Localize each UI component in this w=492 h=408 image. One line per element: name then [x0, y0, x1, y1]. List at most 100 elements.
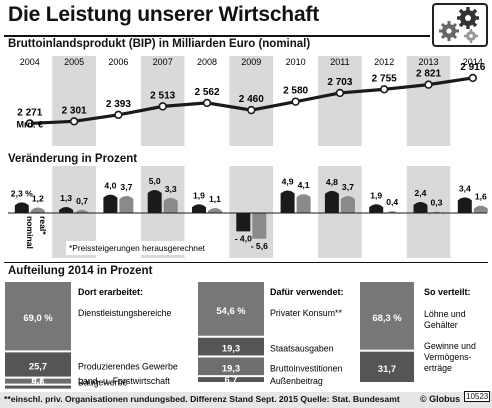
year-band [229, 166, 274, 258]
bar-value-label: 4,1 [298, 180, 310, 190]
split-section-title: Aufteilung 2014 in Prozent [8, 265, 153, 277]
gdp-point [468, 73, 477, 83]
gdp-point [202, 98, 212, 108]
gdp-value-label: 2 580 [283, 86, 308, 97]
page-title: Die Leistung unserer Wirtschaft [8, 3, 320, 26]
header [0, 0, 492, 34]
gdp-line-chart: 2004 2005 2006 2007 2008 2009 2010 2011 2012 2013… [17, 56, 486, 146]
bar-value-label: 1,6 [475, 192, 487, 202]
bar-value-label: 4,8 [326, 177, 338, 187]
split-item-label: Löhne und [424, 309, 466, 319]
year-label: 2009 [241, 57, 261, 67]
year-label: 2004 [20, 57, 40, 67]
nominal-bar [324, 190, 339, 213]
split-item-label: Dienstleistungsbereiche [78, 308, 172, 318]
split-item-label: Bruttoinvestitionen [270, 363, 342, 373]
split-value-label: 0,7 [31, 374, 44, 385]
split-item-label-cont: Gehälter [424, 320, 458, 330]
year-band [52, 56, 96, 146]
split-segment [5, 352, 71, 377]
split-value-label: 68,3 % [372, 312, 402, 323]
footer-bar [0, 392, 492, 408]
bar-value-label: - 4,0 [235, 233, 252, 243]
bar-value-label: 3,7 [120, 182, 132, 192]
split-segment [198, 337, 264, 356]
nominal-bar [280, 190, 295, 213]
real-bar [163, 197, 178, 213]
gdp-value-label: 2 271 [17, 107, 42, 118]
gdp-point [291, 97, 300, 106]
real-bar [119, 195, 134, 213]
bar-value-label: - 5,6 [251, 241, 268, 251]
gdp-section-title: Bruttoinlandsprodukt (BIP) in Milliarden… [8, 38, 311, 50]
gdp-value-label: 2 755 [372, 73, 397, 84]
bar-value-label: 1,1 [209, 194, 221, 204]
gdp-point [114, 110, 123, 120]
bar-value-label: 2,4 [415, 188, 427, 198]
bar-value-label: 5,0 [149, 176, 161, 186]
note-box [66, 241, 214, 255]
bar-value-label: 4,9 [282, 176, 294, 186]
bar-value-label: 4,0 [104, 181, 116, 191]
nominal-bar [457, 197, 472, 213]
nominal-bar [369, 204, 384, 213]
bar-value-label: 1,3 [60, 193, 72, 203]
split-value-label: 19,3 [222, 343, 240, 354]
nominal-bar [192, 204, 206, 213]
real-bar [296, 194, 311, 213]
real-bar [30, 207, 45, 213]
bar-value-label: 0,3 [431, 198, 443, 208]
year-label: 2010 [286, 57, 306, 67]
year-label: 2011 [330, 57, 349, 67]
bar-value-label: 1,9 [370, 190, 382, 200]
gears-icon [432, 3, 488, 47]
year-label: 2014 [463, 57, 483, 67]
split-segment [5, 282, 71, 351]
year-label: 2013 [418, 57, 438, 67]
gears-icon-graphic [439, 7, 479, 43]
split-item-label: Baugewerbe [78, 378, 128, 388]
nominal-bar [59, 207, 74, 213]
footer-brand: © Globus [420, 394, 461, 404]
gdp-point [380, 85, 389, 94]
split-item-label: Gewinne und [424, 341, 476, 351]
split-segment [198, 357, 264, 376]
series-name-nominal: nominal [25, 216, 35, 249]
price-note: *Preissteigerungen herausgerechnet [69, 243, 206, 253]
gdp-value-label: 2 562 [194, 87, 219, 98]
gdp-value-label: 2 821 [416, 69, 441, 80]
split-panel-title: Dort erarbeitet: [78, 287, 143, 297]
footer-id: 10523 [464, 391, 491, 402]
split-segment [198, 377, 264, 382]
year-label: 2008 [197, 57, 217, 67]
split-segment [360, 351, 414, 382]
split-panel-title: So verteilt: [424, 287, 471, 297]
split-value-label: 25,7 [29, 360, 47, 371]
nominal-bar [236, 213, 251, 232]
gdp-value-label: 2 916 [460, 62, 485, 73]
split-segment [5, 385, 71, 389]
split-value-label: 31,7 [378, 363, 396, 374]
year-label: 2006 [108, 57, 128, 67]
gdp-value-label: 2 460 [239, 94, 264, 105]
split-section-rule [4, 262, 488, 263]
change-bar-chart: 2,3 %1,2 1,3 0,7 4,0 3,7 5,0 3,3 1,9 1,1 - 4,0- 5… [8, 166, 488, 258]
split-item-label: Außenbeitrag [270, 376, 323, 386]
split-value-label: 54,6 % [216, 305, 246, 316]
header-rule [4, 35, 430, 37]
nominal-bar [147, 190, 162, 213]
series-name-real: real* [38, 216, 48, 235]
split-panels: Dort erarbeitet: 69,0 % Dienstleistungsber… [5, 282, 476, 389]
real-bar [473, 205, 488, 213]
split-value-label: 19,3 [222, 362, 240, 373]
split-value-label: 69,0 % [23, 312, 53, 323]
year-label: 2007 [153, 57, 173, 67]
nominal-bar [103, 194, 118, 213]
bar-value-label: 3,3 [165, 184, 177, 194]
year-band [140, 56, 185, 146]
gdp-unit-label: Mrd. € [17, 119, 44, 129]
split-value-label: 4,6 [31, 376, 44, 387]
bar-value-label: 1,2 [32, 193, 44, 203]
year-label: 2012 [374, 57, 394, 67]
